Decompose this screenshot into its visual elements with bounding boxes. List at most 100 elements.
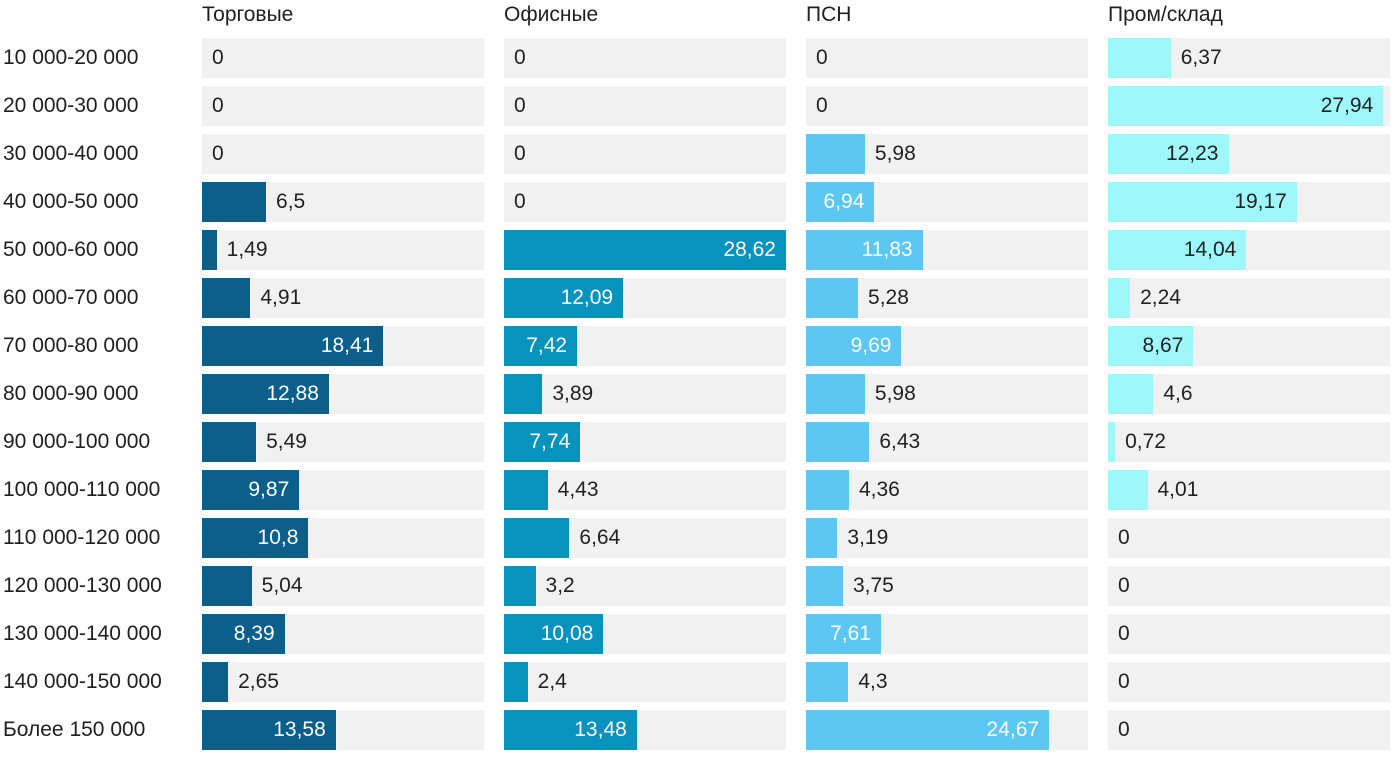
category-label: Более 150 000: [3, 718, 146, 741]
value-label: 0: [514, 94, 526, 117]
bar-track: 18,41: [202, 326, 484, 366]
bar-track: 0: [806, 86, 1088, 126]
bar: [1108, 86, 1384, 126]
value-label: 5,98: [874, 382, 916, 405]
value-label: 5,49: [266, 430, 307, 453]
bar: [1108, 38, 1171, 78]
value-label: 11,83: [861, 238, 913, 261]
value-label: 13,58: [273, 718, 326, 741]
bar: [806, 278, 859, 318]
bar-track: 0: [1108, 662, 1390, 702]
bar-track: 6,64: [504, 518, 786, 558]
bar-track: 14,04: [1108, 230, 1390, 270]
bar-track: 12,09: [504, 278, 786, 318]
value-label: 0: [514, 190, 526, 213]
bar-track: 13,58: [202, 710, 484, 750]
category-label: 40 000-50 000: [3, 190, 139, 213]
bar: [202, 278, 251, 318]
bar-track: 0: [202, 86, 484, 126]
bar-track: 0: [1108, 518, 1390, 558]
value-label: 6,37: [1180, 46, 1222, 69]
category-label: 30 000-40 000: [3, 142, 139, 165]
value-label: 2,4: [537, 670, 567, 693]
bar: [806, 230, 923, 270]
bar-track: 2,4: [504, 662, 786, 702]
bar: [806, 518, 838, 558]
bar-track: 3,19: [806, 518, 1088, 558]
bar: [504, 614, 604, 654]
value-label: 12,88: [266, 382, 319, 405]
category-label: 80 000-90 000: [3, 382, 139, 405]
bar-track: 6,5: [202, 182, 484, 222]
category-label: 70 000-80 000: [3, 334, 139, 357]
bar: [504, 566, 536, 606]
value-label: 7,61: [830, 622, 871, 645]
bar: [1108, 470, 1148, 510]
bar-track: 10,08: [504, 614, 786, 654]
value-label: 0: [816, 94, 828, 117]
value-label: 10,8: [257, 526, 299, 549]
category-label: 20 000-30 000: [3, 94, 139, 117]
value-label: 0: [1118, 718, 1130, 741]
bar: [504, 374, 543, 414]
bar: [504, 662, 528, 702]
bar-track: 0: [202, 38, 484, 78]
bar: [202, 326, 384, 366]
bar-track: 4,91: [202, 278, 484, 318]
bar: [504, 422, 581, 462]
value-label: 0: [1118, 574, 1130, 597]
bar-track: 24,67: [806, 710, 1088, 750]
value-label: 0: [514, 46, 526, 69]
bar-track: 0: [504, 182, 786, 222]
value-label: 19,17: [1234, 190, 1287, 213]
value-label: 0: [514, 142, 526, 165]
bar-track: 4,01: [1108, 470, 1390, 510]
value-label: 7,42: [526, 334, 568, 357]
bar: [806, 614, 881, 654]
bar: [806, 326, 902, 366]
category-label: 60 000-70 000: [3, 286, 139, 309]
value-label: 13,48: [574, 718, 627, 741]
bar-track: 11,83: [806, 230, 1088, 270]
bar-track: 5,98: [806, 134, 1088, 174]
bar: [504, 518, 570, 558]
category-label: 130 000-140 000: [3, 622, 162, 645]
bar: [504, 278, 624, 318]
bar-track: 6,43: [806, 422, 1088, 462]
value-label: 24,67: [986, 718, 1040, 741]
bar-track: 4,3: [806, 662, 1088, 702]
value-label: 6,94: [823, 190, 865, 213]
bar-track: 8,67: [1108, 326, 1390, 366]
value-label: 3,19: [847, 526, 889, 549]
bar-track: 4,43: [504, 470, 786, 510]
bar-track: 0: [1108, 566, 1390, 606]
bar: [1108, 422, 1116, 462]
bar-track: 0: [1108, 710, 1390, 750]
bar: [202, 422, 257, 462]
bar-track: 5,49: [202, 422, 484, 462]
bar: [806, 182, 875, 222]
value-label: 0,72: [1125, 430, 1166, 453]
bar-track: 5,04: [202, 566, 484, 606]
bar: [1108, 182, 1297, 222]
bar: [504, 326, 578, 366]
bar-track: 12,88: [202, 374, 484, 414]
value-label: 1,49: [226, 238, 268, 261]
value-label: 12,23: [1165, 142, 1219, 165]
value-label: 0: [816, 46, 828, 69]
bar-track: 8,39: [202, 614, 484, 654]
bar: [806, 566, 843, 606]
bar-track: 9,87: [202, 470, 484, 510]
value-label: 0: [212, 46, 224, 69]
bar-track: 0: [504, 86, 786, 126]
value-label: 5,28: [868, 286, 909, 309]
bar-track: 0: [806, 38, 1088, 78]
bar-track: 1,49: [202, 230, 484, 270]
bar: [806, 710, 1050, 750]
value-label: 5,98: [874, 142, 916, 165]
bar-track: 5,28: [806, 278, 1088, 318]
series-title: Торговые: [202, 3, 294, 26]
value-label: 10,08: [540, 622, 594, 645]
bar: [202, 518, 309, 558]
value-label: 28,62: [723, 238, 776, 261]
